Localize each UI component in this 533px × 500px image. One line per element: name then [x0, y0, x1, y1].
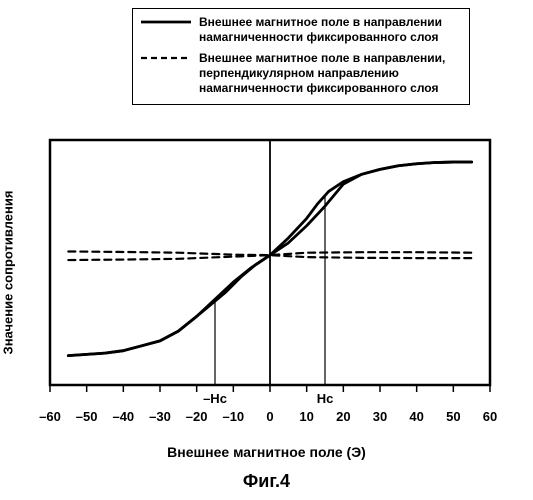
plot-svg [35, 130, 505, 400]
x-tick-label: –10 [222, 409, 244, 424]
x-tick-label: 40 [409, 409, 423, 424]
x-axis-label: Внешнее магнитное поле (Э) [0, 444, 533, 460]
legend: Внешнее магнитное поле в направлении нам… [132, 8, 470, 105]
y-axis-label: Значение сопротивления [1, 191, 16, 355]
axis-annotation: Нс [317, 391, 334, 406]
plot-area [35, 130, 505, 400]
legend-label-dashed: Внешнее магнитное поле в направлении, пе… [199, 51, 461, 96]
x-tick-label: –40 [112, 409, 134, 424]
x-tick-label: –30 [149, 409, 171, 424]
x-tick-label: –20 [186, 409, 208, 424]
x-tick-label: 50 [446, 409, 460, 424]
x-tick-label: –50 [76, 409, 98, 424]
legend-entry-solid: Внешнее магнитное поле в направлении нам… [141, 15, 461, 45]
x-tick-label: 10 [299, 409, 313, 424]
legend-swatch-solid [141, 15, 191, 29]
legend-label-solid: Внешнее магнитное поле в направлении нам… [199, 15, 461, 45]
legend-entry-dashed: Внешнее магнитное поле в направлении, пе… [141, 51, 461, 96]
figure-caption: Фиг.4 [0, 471, 533, 492]
legend-swatch-dashed [141, 51, 191, 65]
x-tick-label: 60 [483, 409, 497, 424]
axis-annotation: –Нс [203, 391, 227, 406]
x-tick-label: –60 [39, 409, 61, 424]
x-tick-label: 0 [266, 409, 273, 424]
x-tick-label: 30 [373, 409, 387, 424]
figure-container: Внешнее магнитное поле в направлении нам… [0, 0, 533, 500]
x-tick-label: 20 [336, 409, 350, 424]
